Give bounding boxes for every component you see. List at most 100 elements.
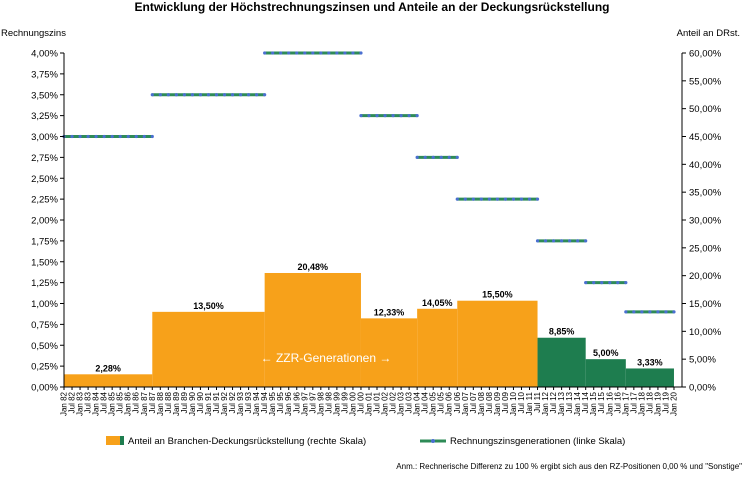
bar-label-5: 14,05% — [422, 298, 453, 308]
rate-point-7-5 — [568, 239, 572, 243]
y-right-tick-label: 10,00% — [689, 327, 722, 338]
x-tick-label: Jul 03 — [405, 391, 414, 413]
rate-point-7-6 — [576, 239, 580, 243]
x-tick-label: Jan 86 — [124, 391, 133, 416]
x-tick-label: Jul 93 — [244, 391, 253, 413]
y-left-tick-label: 2,00% — [31, 216, 58, 227]
x-tick-label: Jul 88 — [164, 391, 173, 413]
rate-point-5-3 — [431, 155, 435, 159]
rate-point-3-8 — [319, 51, 323, 55]
zzr-annotation: ← ZZR-Generationen → — [261, 351, 392, 365]
rate-point-2-2 — [158, 93, 162, 97]
x-tick-label: Jan 98 — [316, 391, 325, 416]
x-tick-label: Jan 90 — [188, 391, 197, 416]
rate-point-3-9 — [327, 51, 331, 55]
rate-point-1-10 — [134, 134, 138, 139]
bar-label-2: 13,50% — [193, 301, 224, 311]
x-tick-label: Jul 91 — [212, 391, 221, 413]
y-left-tick-label: 3,75% — [31, 69, 58, 80]
x-tick-label: Jul 18 — [645, 391, 654, 413]
legend-swatch-bar-green — [120, 436, 124, 445]
rate-point-3-12 — [351, 51, 355, 55]
rate-point-2-13 — [246, 93, 251, 97]
rate-point-4-7 — [407, 114, 411, 118]
chart-title: Entwicklung der Höchstrechnungszinsen un… — [135, 0, 610, 14]
rate-point-6-9 — [519, 197, 524, 201]
x-tick-label: Jul 82 — [68, 391, 77, 413]
x-tick-label: Jan 96 — [284, 391, 293, 416]
bar-3 — [264, 272, 361, 387]
x-tick-label: Jan 85 — [108, 391, 117, 416]
rate-point-5-5 — [447, 155, 451, 159]
x-tick-label: Jan 20 — [669, 391, 678, 416]
bars-layer: 2,28% 13,50% 20,48% 12,33% 14,05% 15,50% 8,85%… — [64, 262, 674, 387]
bar-label-3: 20,48% — [298, 262, 329, 272]
rate-point-2-11 — [230, 93, 235, 97]
rate-point-4-5 — [391, 114, 395, 118]
rate-point-3-1 — [263, 51, 267, 55]
x-tick-label: Jul 01 — [373, 391, 382, 413]
y-right-tick-label: 20,00% — [689, 271, 722, 282]
x-tick-label: Jul 02 — [389, 391, 398, 413]
rate-point-9-3 — [640, 310, 644, 314]
rate-point-7-7 — [584, 239, 588, 243]
rate-point-6-5 — [487, 197, 491, 201]
x-tick-label: Jul 00 — [356, 391, 365, 413]
rate-point-6-11 — [535, 197, 540, 201]
rate-point-3-13 — [359, 51, 363, 55]
rate-point-5-4 — [439, 155, 443, 159]
rate-point-4-2 — [367, 114, 371, 118]
rate-point-2-5 — [182, 93, 186, 97]
rate-point-6-6 — [495, 197, 500, 201]
x-tick-label: Jan 18 — [637, 391, 646, 416]
legend-label-line: Rechnungszinsgenerationen (linke Skala) — [450, 436, 625, 447]
rate-point-3-5 — [295, 51, 299, 55]
y-left-tick-label: 2,50% — [31, 174, 58, 185]
y-left-tick-label: 3,25% — [31, 111, 58, 122]
y-left-tick-label: 3,50% — [31, 90, 58, 101]
x-tick-label: Jan 09 — [493, 391, 502, 416]
x-tick-label: Jan 93 — [236, 391, 245, 416]
x-tick-label: Jul 04 — [421, 391, 430, 413]
rate-point-1-8 — [118, 134, 122, 139]
x-tick-label: Jan 16 — [605, 391, 614, 416]
y-right-tick-label: 55,00% — [689, 76, 722, 87]
y-right-tick-label: 60,00% — [689, 49, 722, 60]
x-tick-label: Jul 94 — [260, 391, 269, 413]
rate-point-3-4 — [287, 51, 291, 55]
rate-point-2-14 — [255, 93, 259, 97]
rate-point-1-7 — [110, 134, 114, 139]
rate-point-8-5 — [616, 281, 620, 285]
rate-point-3-11 — [343, 51, 347, 55]
x-tick-label: Jan 02 — [381, 391, 390, 416]
rate-point-3-2 — [271, 51, 275, 55]
bar-label-7: 8,85% — [549, 327, 575, 337]
x-tick-label: Jul 11 — [533, 391, 542, 412]
x-tick-label: Jul 09 — [501, 391, 510, 413]
y-left-tick-label: 1,75% — [31, 236, 58, 247]
rate-point-2-3 — [166, 93, 170, 97]
rate-point-1-11 — [142, 134, 146, 139]
x-tick-label: Jul 83 — [84, 391, 93, 413]
y-right-tick-label: 0,00% — [689, 383, 716, 394]
legend: Anteil an Branchen-Deckungsrückstellung … — [106, 436, 625, 447]
x-tick-label: Jul 05 — [437, 391, 446, 413]
rate-point-6-3 — [471, 197, 475, 201]
x-tick-label: Jan 17 — [621, 391, 630, 416]
rate-point-7-3 — [551, 239, 556, 243]
x-tick-label: Jan 92 — [220, 391, 229, 416]
rate-point-8-3 — [600, 281, 604, 285]
rate-point-6-4 — [479, 197, 483, 201]
bar-2 — [152, 311, 265, 387]
y-left-tick-label: 0,00% — [31, 383, 58, 394]
x-tick-label: Jul 98 — [324, 391, 333, 413]
rate-point-2-9 — [214, 93, 219, 97]
y-left-tick-label: 1,25% — [31, 278, 58, 289]
rate-point-2-4 — [174, 93, 178, 97]
x-tick-label: Jan 11 — [525, 391, 534, 415]
x-tick-label: Jan 97 — [300, 391, 309, 416]
rate-point-8-4 — [608, 281, 612, 285]
rate-point-4-8 — [415, 114, 419, 118]
y-right-tick-label: 45,00% — [689, 132, 722, 143]
